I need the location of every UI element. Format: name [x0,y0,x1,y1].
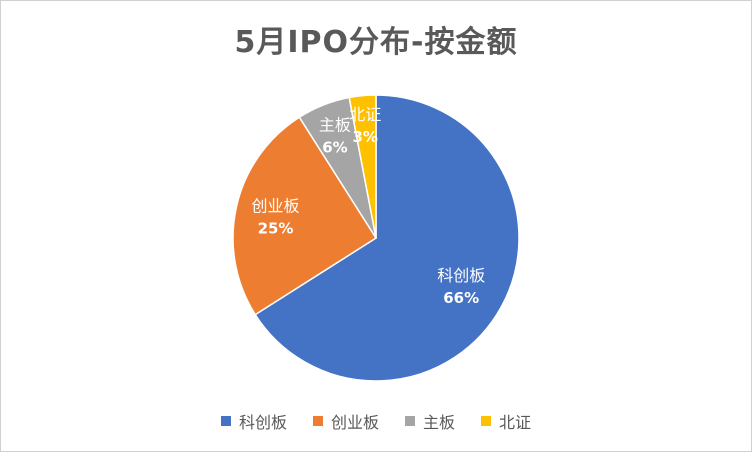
legend-label-kechuang: 科创板 [238,413,287,432]
legend-label-beizheng: 北证 [499,413,532,432]
legend-label-chuangye: 创业板 [330,413,379,432]
legend-swatch-kechuang [220,416,231,426]
slice-value-zhuban: 6% [322,138,347,156]
legend-label-zhuban: 主板 [423,413,456,432]
pie-slice-kechuang [254,94,520,382]
slice-label-chuangye: 创业板 [252,197,300,216]
pie-slice-beizheng [348,94,377,239]
legend-item-chuangye: 创业板 [312,409,379,433]
slice-value-kechuang: 66% [443,289,479,307]
chart-title: 5月IPO分布-按金额 [234,25,518,60]
legend-swatch-beizheng [481,416,492,426]
slice-label-kechuang: 科创板 [437,266,485,285]
slice-label-beizheng: 北证 [349,105,381,124]
slice-value-beizheng: 3% [352,128,377,146]
legend-swatch-chuangye [312,416,323,426]
slice-value-chuangye: 25% [258,220,294,238]
legend-item-zhuban: 主板 [405,409,455,433]
legend-item-beizheng: 北证 [481,409,531,433]
legend-swatch-zhuban [405,416,415,426]
legend-item-kechuang: 科创板 [220,409,287,433]
slice-label-zhuban: 主板 [319,115,351,134]
chart-legend: 科创板 创业板 主板 北证 [1,409,751,433]
pie-slice-chuangye [232,116,378,316]
